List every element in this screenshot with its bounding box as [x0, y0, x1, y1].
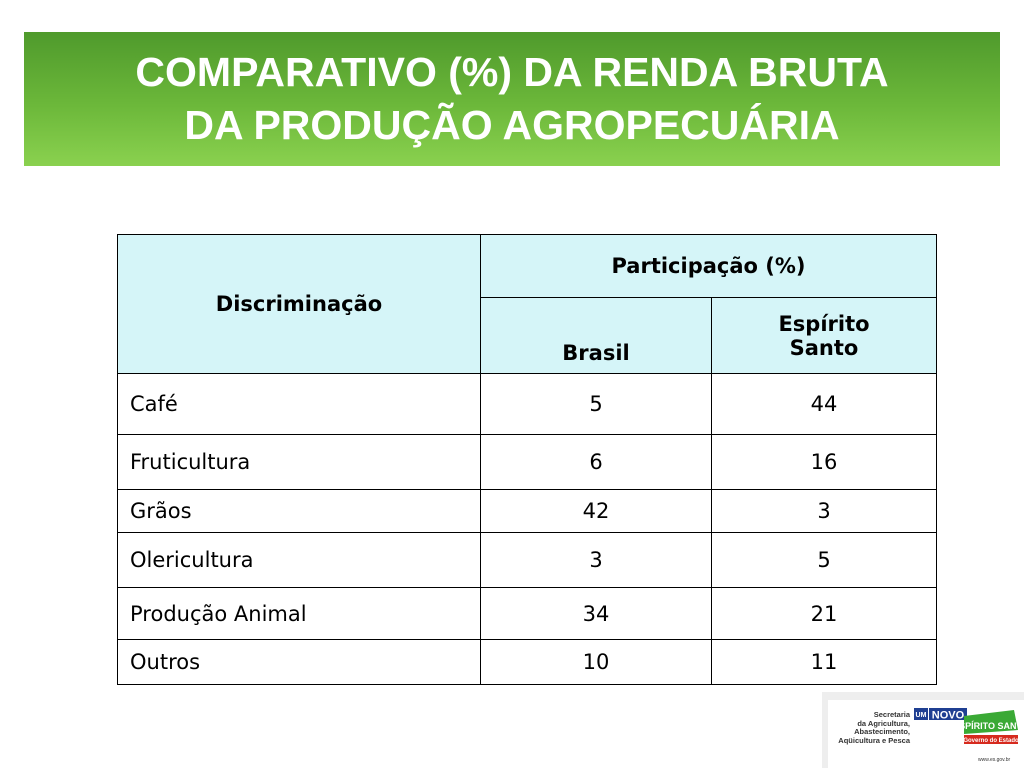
row-brasil-value: 5: [480, 373, 712, 435]
row-brasil-value: 3: [480, 532, 712, 588]
badge-red-band: [964, 735, 1018, 744]
badge-governo: Governo do Estado: [963, 738, 1019, 744]
row-brasil-value: 6: [480, 434, 712, 490]
secretaria-line: Aqüicultura e Pesca: [838, 735, 910, 745]
row-es-value: 11: [711, 639, 937, 685]
header-brasil: Brasil: [480, 297, 712, 374]
badge-novo-box: [929, 708, 967, 720]
title-banner: COMPARATIVO (%) DA RENDA BRUTA DA PRODUÇ…: [24, 32, 1000, 166]
header-espirito-line-2: Santo: [789, 335, 859, 360]
row-es-value: 16: [711, 434, 937, 490]
table-row: Produção Animal 34 21: [117, 587, 937, 640]
row-es-value: 21: [711, 587, 937, 640]
row-label: Outros: [117, 639, 481, 685]
comparison-table: Discriminação Participação (%) Brasil Es…: [117, 234, 937, 685]
row-label: Fruticultura: [117, 434, 481, 490]
badge-green-band: [964, 710, 1018, 734]
table-row: Grãos 42 3: [117, 489, 937, 533]
title-line-1: COMPARATIVO (%) DA RENDA BRUTA: [135, 49, 889, 95]
header-espirito-santo: Espírito Santo: [711, 297, 937, 374]
footer-logo: Secretaria da Agricultura, Abastecimento…: [828, 700, 1024, 768]
header-espirito-line-1: Espírito: [778, 311, 870, 336]
row-brasil-value: 34: [480, 587, 712, 640]
badge-novo: NOVO: [932, 710, 965, 722]
row-label: Grãos: [117, 489, 481, 533]
row-label: Café: [117, 373, 481, 435]
page-title: COMPARATIVO (%) DA RENDA BRUTA DA PRODUÇ…: [24, 46, 1000, 152]
table-row: Outros 10 11: [117, 639, 937, 685]
secretaria-text: Secretaria da Agricultura, Abastecimento…: [828, 710, 910, 745]
row-label: Produção Animal: [117, 587, 481, 640]
badge-um-box: [914, 708, 928, 720]
secretaria-line: Abastecimento,: [854, 727, 910, 736]
row-es-value: 44: [711, 373, 937, 435]
secretaria-line: Secretaria: [873, 710, 910, 719]
row-es-value: 3: [711, 489, 937, 533]
row-es-value: 5: [711, 532, 937, 588]
secretaria-line: da Agricultura,: [857, 718, 910, 728]
header-row-2: Brasil Espírito Santo: [118, 297, 937, 374]
header-participacao: Participação (%): [480, 234, 937, 298]
header-row-1: Discriminação Participação (%): [117, 234, 937, 374]
badge-um: UM: [916, 712, 927, 719]
row-brasil-value: 42: [480, 489, 712, 533]
logo-url: www.es.gov.br: [978, 757, 1011, 763]
header-discriminacao: Discriminação: [117, 234, 481, 374]
table-row: Olericultura 3 5: [117, 532, 937, 588]
table-row: Café 5 44: [117, 373, 937, 435]
table-row: Fruticultura 6 16: [117, 434, 937, 490]
row-label: Olericultura: [117, 532, 481, 588]
espirito-santo-logo: UM NOVO ESPÍRITO SANTO Governo do Estado: [914, 708, 1020, 744]
badge-espirito-santo: ESPÍRITO SANTO: [953, 721, 1020, 731]
row-brasil-value: 10: [480, 639, 712, 685]
title-line-2: DA PRODUÇÃO AGROPECUÁRIA: [184, 102, 840, 148]
